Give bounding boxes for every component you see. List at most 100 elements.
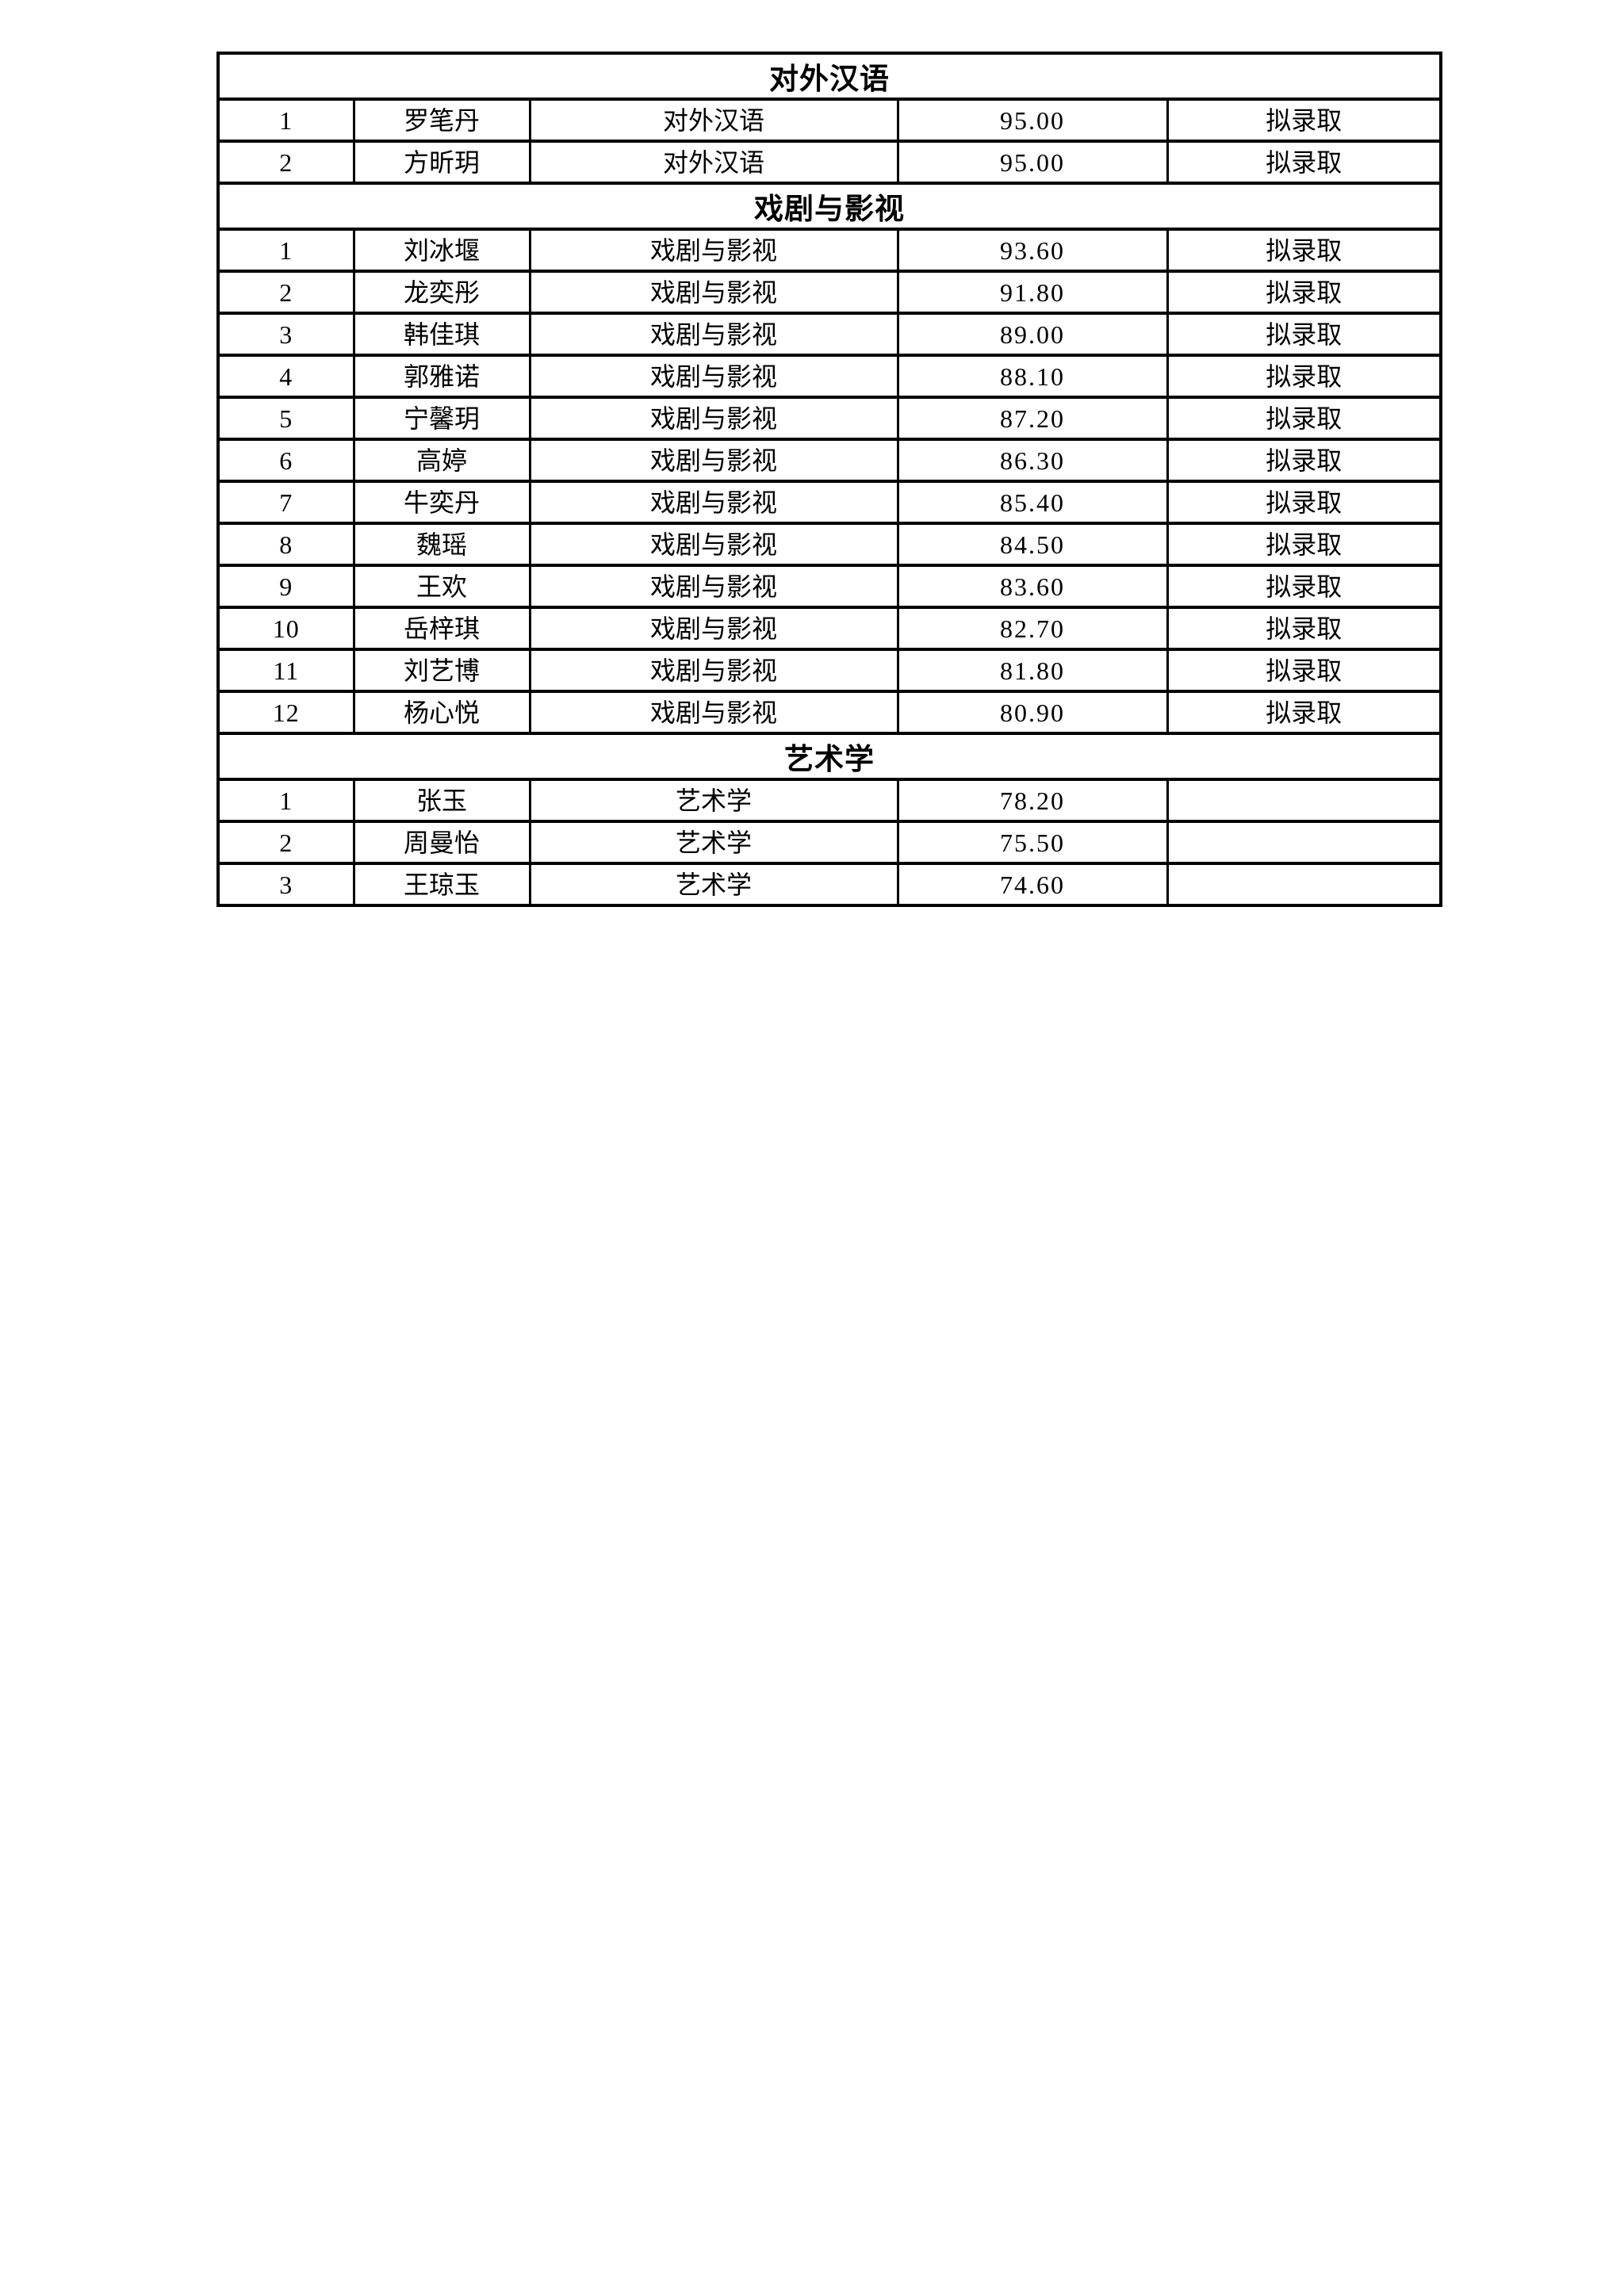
- score-cell: 75.50: [896, 820, 1169, 865]
- status-cell: 拟录取: [1166, 480, 1442, 525]
- score-cell: 78.20: [896, 778, 1169, 823]
- status-cell: 拟录取: [1166, 522, 1442, 567]
- status-cell: 拟录取: [1166, 606, 1442, 651]
- status-cell: 拟录取: [1166, 312, 1442, 357]
- status-cell: 拟录取: [1166, 270, 1442, 315]
- table-row: 1 罗笔丹 对外汉语 95.00 拟录取: [216, 98, 1442, 143]
- score-cell: 93.60: [896, 228, 1169, 273]
- major-cell: 艺术学: [528, 778, 899, 823]
- major-cell: 戏剧与影视: [528, 270, 899, 315]
- status-cell: [1166, 862, 1442, 907]
- name-cell: 罗笔丹: [352, 98, 531, 143]
- row-number-cell: 1: [216, 778, 355, 823]
- table-row: 1 张玉 艺术学 78.20: [216, 778, 1442, 823]
- major-cell: 戏剧与影视: [528, 648, 899, 693]
- status-cell: 拟录取: [1166, 396, 1442, 441]
- table-row: 11 刘艺博 戏剧与影视 81.80 拟录取: [216, 648, 1442, 693]
- table-row: 2 周曼怡 艺术学 75.50: [216, 820, 1442, 865]
- table-row: 4 郭雅诺 戏剧与影视 88.10 拟录取: [216, 354, 1442, 399]
- major-cell: 戏剧与影视: [528, 438, 899, 483]
- major-cell: 戏剧与影视: [528, 522, 899, 567]
- score-cell: 95.00: [896, 140, 1169, 185]
- row-number-cell: 2: [216, 140, 355, 185]
- table-row: 10 岳梓琪 戏剧与影视 82.70 拟录取: [216, 606, 1442, 651]
- major-cell: 戏剧与影视: [528, 354, 899, 399]
- row-number-cell: 2: [216, 820, 355, 865]
- table-row: 12 杨心悦 戏剧与影视 80.90 拟录取: [216, 690, 1442, 735]
- section-title: 艺术学: [216, 732, 1442, 781]
- score-cell: 82.70: [896, 606, 1169, 651]
- score-cell: 83.60: [896, 564, 1169, 609]
- row-number-cell: 3: [216, 312, 355, 357]
- major-cell: 艺术学: [528, 820, 899, 865]
- score-cell: 89.00: [896, 312, 1169, 357]
- major-cell: 艺术学: [528, 862, 899, 907]
- table-row: 9 王欢 戏剧与影视 83.60 拟录取: [216, 564, 1442, 609]
- row-number-cell: 3: [216, 862, 355, 907]
- row-number-cell: 10: [216, 606, 355, 651]
- status-cell: 拟录取: [1166, 228, 1442, 273]
- status-cell: 拟录取: [1166, 690, 1442, 735]
- admission-table-body: 对外汉语 1 罗笔丹 对外汉语 95.00 拟录取 2 方昕玥 对外汉语 95.00 拟录取 戏剧与影…: [216, 52, 1442, 907]
- section-header-row: 艺术学: [216, 732, 1442, 781]
- row-number-cell: 8: [216, 522, 355, 567]
- table-row: 2 龙奕彤 戏剧与影视 91.80 拟录取: [216, 270, 1442, 315]
- status-cell: 拟录取: [1166, 140, 1442, 185]
- name-cell: 王欢: [352, 564, 531, 609]
- score-cell: 85.40: [896, 480, 1169, 525]
- row-number-cell: 9: [216, 564, 355, 609]
- name-cell: 龙奕彤: [352, 270, 531, 315]
- score-cell: 91.80: [896, 270, 1169, 315]
- table-row: 7 牛奕丹 戏剧与影视 85.40 拟录取: [216, 480, 1442, 525]
- row-number-cell: 5: [216, 396, 355, 441]
- section-title: 对外汉语: [216, 52, 1442, 101]
- row-number-cell: 4: [216, 354, 355, 399]
- row-number-cell: 1: [216, 228, 355, 273]
- table-row: 6 高婷 戏剧与影视 86.30 拟录取: [216, 438, 1442, 483]
- score-cell: 81.80: [896, 648, 1169, 693]
- row-number-cell: 12: [216, 690, 355, 735]
- status-cell: 拟录取: [1166, 438, 1442, 483]
- name-cell: 郭雅诺: [352, 354, 531, 399]
- table-row: 3 王琼玉 艺术学 74.60: [216, 862, 1442, 907]
- score-cell: 74.60: [896, 862, 1169, 907]
- table-row: 8 魏瑶 戏剧与影视 84.50 拟录取: [216, 522, 1442, 567]
- score-cell: 88.10: [896, 354, 1169, 399]
- row-number-cell: 11: [216, 648, 355, 693]
- major-cell: 戏剧与影视: [528, 480, 899, 525]
- name-cell: 方昕玥: [352, 140, 531, 185]
- major-cell: 戏剧与影视: [528, 690, 899, 735]
- name-cell: 张玉: [352, 778, 531, 823]
- name-cell: 刘冰堰: [352, 228, 531, 273]
- major-cell: 对外汉语: [528, 140, 899, 185]
- major-cell: 戏剧与影视: [528, 606, 899, 651]
- status-cell: 拟录取: [1166, 354, 1442, 399]
- name-cell: 杨心悦: [352, 690, 531, 735]
- name-cell: 刘艺博: [352, 648, 531, 693]
- section-title: 戏剧与影视: [216, 182, 1442, 231]
- major-cell: 戏剧与影视: [528, 396, 899, 441]
- score-cell: 95.00: [896, 98, 1169, 143]
- table-row: 1 刘冰堰 戏剧与影视 93.60 拟录取: [216, 228, 1442, 273]
- section-header-row: 戏剧与影视: [216, 182, 1442, 231]
- row-number-cell: 1: [216, 98, 355, 143]
- name-cell: 高婷: [352, 438, 531, 483]
- score-cell: 87.20: [896, 396, 1169, 441]
- status-cell: 拟录取: [1166, 564, 1442, 609]
- name-cell: 宁馨玥: [352, 396, 531, 441]
- row-number-cell: 7: [216, 480, 355, 525]
- row-number-cell: 6: [216, 438, 355, 483]
- name-cell: 韩佳琪: [352, 312, 531, 357]
- name-cell: 岳梓琪: [352, 606, 531, 651]
- row-number-cell: 2: [216, 270, 355, 315]
- score-cell: 86.30: [896, 438, 1169, 483]
- table-row: 3 韩佳琪 戏剧与影视 89.00 拟录取: [216, 312, 1442, 357]
- admission-table: 对外汉语 1 罗笔丹 对外汉语 95.00 拟录取 2 方昕玥 对外汉语 95.00 拟录取 戏剧与影…: [216, 52, 1443, 907]
- name-cell: 王琼玉: [352, 862, 531, 907]
- score-cell: 84.50: [896, 522, 1169, 567]
- name-cell: 魏瑶: [352, 522, 531, 567]
- status-cell: [1166, 778, 1442, 823]
- section-header-row: 对外汉语: [216, 52, 1442, 101]
- status-cell: 拟录取: [1166, 648, 1442, 693]
